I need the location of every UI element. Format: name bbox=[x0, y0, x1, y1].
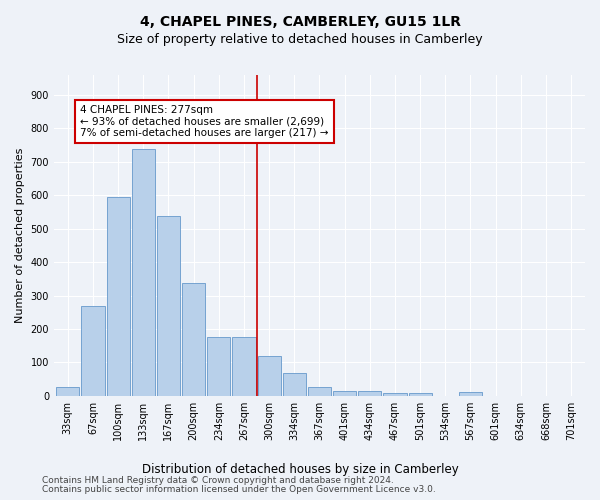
Text: Contains public sector information licensed under the Open Government Licence v3: Contains public sector information licen… bbox=[42, 485, 436, 494]
Bar bbox=[308, 388, 331, 396]
Text: 4, CHAPEL PINES, CAMBERLEY, GU15 1LR: 4, CHAPEL PINES, CAMBERLEY, GU15 1LR bbox=[139, 15, 461, 29]
Y-axis label: Number of detached properties: Number of detached properties bbox=[15, 148, 25, 323]
Text: Size of property relative to detached houses in Camberley: Size of property relative to detached ho… bbox=[117, 32, 483, 46]
Bar bbox=[232, 338, 256, 396]
Bar bbox=[358, 392, 382, 396]
Bar bbox=[131, 148, 155, 396]
Bar bbox=[409, 393, 432, 396]
Text: Contains HM Land Registry data © Crown copyright and database right 2024.: Contains HM Land Registry data © Crown c… bbox=[42, 476, 394, 485]
Bar bbox=[157, 216, 180, 396]
Bar bbox=[333, 392, 356, 396]
Bar bbox=[107, 198, 130, 396]
Bar bbox=[56, 386, 79, 396]
Bar bbox=[82, 306, 104, 396]
Bar bbox=[459, 392, 482, 396]
Text: Distribution of detached houses by size in Camberley: Distribution of detached houses by size … bbox=[142, 462, 458, 475]
Bar bbox=[283, 374, 306, 396]
Bar bbox=[257, 356, 281, 396]
Bar bbox=[207, 338, 230, 396]
Text: 4 CHAPEL PINES: 277sqm
← 93% of detached houses are smaller (2,699)
7% of semi-d: 4 CHAPEL PINES: 277sqm ← 93% of detached… bbox=[80, 105, 329, 138]
Bar bbox=[383, 393, 407, 396]
Bar bbox=[182, 284, 205, 396]
